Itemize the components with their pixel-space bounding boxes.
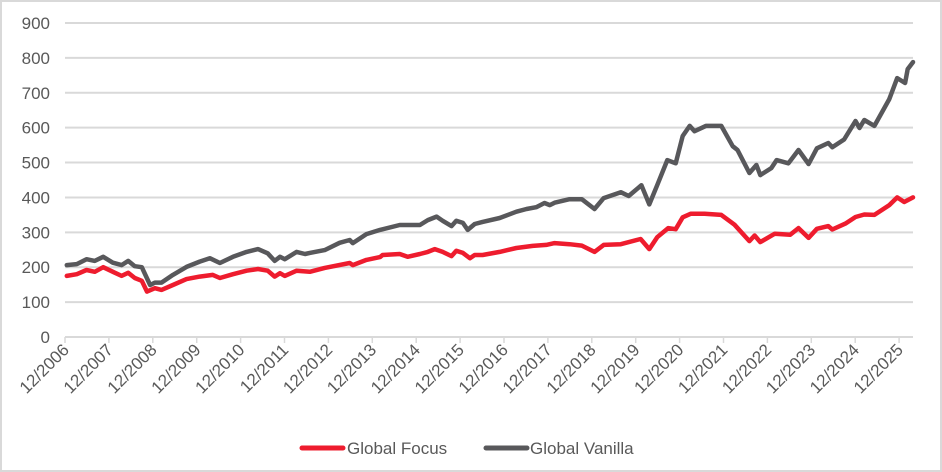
y-tick-label: 800 [22, 49, 50, 68]
y-tick-label: 200 [22, 258, 50, 277]
y-axis-tick-labels: 0 100 200 300 400 500 600 700 800 900 [22, 14, 50, 347]
y-tick-label: 600 [22, 119, 50, 138]
y-tick-label: 900 [22, 14, 50, 33]
legend-label-global-focus: Global Focus [347, 439, 447, 458]
gridlines [65, 22, 913, 338]
y-tick-label: 400 [22, 188, 50, 207]
series-line-global-vanilla [64, 59, 916, 288]
legend: Global Focus Global Vanilla [299, 439, 634, 458]
series-line-global-focus [64, 195, 916, 294]
y-tick-label: 300 [22, 223, 50, 242]
legend-label-global-vanilla: Global Vanilla [530, 439, 634, 458]
y-tick-label: 0 [41, 328, 50, 347]
series-lines [64, 59, 916, 294]
y-tick-label: 500 [22, 154, 50, 173]
y-tick-label: 700 [22, 84, 50, 103]
y-tick-label: 100 [22, 293, 50, 312]
